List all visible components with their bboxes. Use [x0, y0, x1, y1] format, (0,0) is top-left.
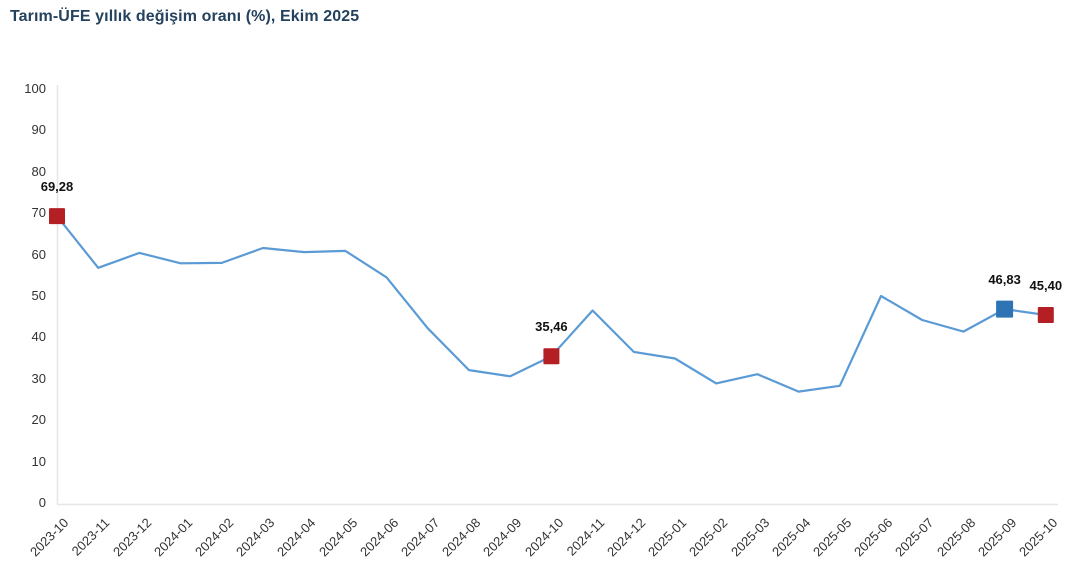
- data-point-label-2025-09: 46,83: [988, 272, 1021, 288]
- y-tick-label-70: 70: [31, 205, 46, 221]
- data-point-label-2025-10: 45,40: [1029, 278, 1063, 294]
- y-tick-label-60: 60: [31, 246, 46, 262]
- y-tick-label-40: 40: [31, 329, 46, 345]
- y-tick-label-90: 90: [31, 122, 46, 138]
- chart-title: Tarım-ÜFE yıllık değişim oranı (%), Ekim…: [10, 8, 360, 25]
- y-tick-label-100: 100: [24, 81, 46, 96]
- y-tick-label-50: 50: [31, 288, 46, 303]
- data-point-label-2023-10: 69,28: [40, 179, 74, 195]
- y-tick-label-30: 30: [31, 370, 46, 386]
- data-point-marker-2024-10[interactable]: [543, 348, 560, 365]
- y-tick-label-0: 0: [38, 495, 46, 510]
- data-point-marker-2025-10[interactable]: [1037, 307, 1054, 324]
- data-point-label-2024-10: 35,46: [535, 319, 568, 335]
- data-point-marker-2025-09[interactable]: [996, 300, 1014, 318]
- trend-line: [55, 215, 1047, 393]
- data-point-marker-2023-10[interactable]: [49, 208, 65, 225]
- y-tick-label-80: 80: [31, 163, 46, 179]
- y-tick-label-20: 20: [31, 412, 46, 428]
- y-tick-label-10: 10: [31, 453, 46, 469]
